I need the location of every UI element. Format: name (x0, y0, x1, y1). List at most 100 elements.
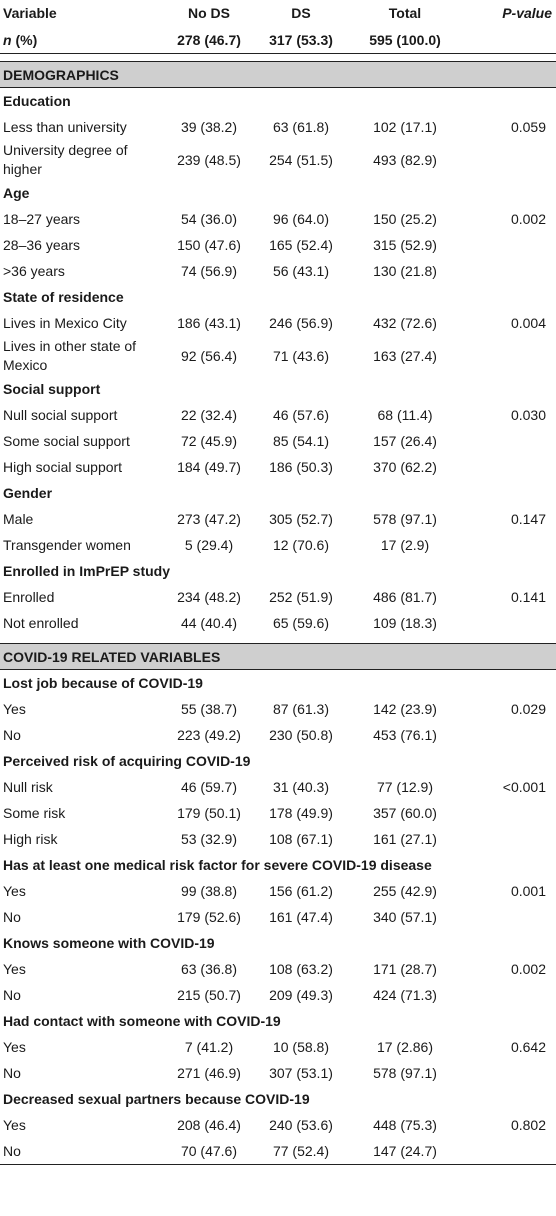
group-title: Decreased sexual partners because COVID-… (3, 1091, 310, 1107)
p-value-cell: 0.029 (510, 701, 546, 717)
row-label: High risk (3, 831, 58, 847)
group-header-row: Gender (0, 480, 556, 506)
p-value-cell: <0.001 (502, 779, 546, 795)
ds-cell: 305 (52.7) (269, 511, 333, 527)
no-ds-cell: 74 (56.9) (180, 263, 238, 279)
total-header: Total (388, 5, 422, 21)
total-cell: 142 (23.9) (373, 701, 437, 717)
no-ds-cell: 39 (38.2) (180, 119, 238, 135)
table-row: Yes 55 (38.7) 87 (61.3) 142 (23.9) 0.029 (0, 696, 556, 722)
n-label: n (3, 31, 12, 48)
row-label: Not enrolled (3, 615, 79, 631)
total-cell: 357 (60.0) (373, 805, 437, 821)
table-row: Yes 208 (46.4) 240 (53.6) 448 (75.3) 0.802 (0, 1112, 556, 1138)
ds-cell: 87 (61.3) (272, 701, 330, 717)
ds-cell: 254 (51.5) (269, 152, 333, 168)
p-value-cell (466, 722, 556, 748)
p-value-cell (466, 336, 556, 376)
table-row: 18–27 years 54 (36.0) 96 (64.0) 150 (25.2) 0… (0, 206, 556, 232)
p-value-cell: 0.004 (510, 315, 546, 331)
table-row: Null social support 22 (32.4) 46 (57.6) 68 … (0, 402, 556, 428)
table-row: Yes 7 (41.2) 10 (58.8) 17 (2.86) 0.642 (0, 1034, 556, 1060)
group-header-row: Knows someone with COVID-19 (0, 930, 556, 956)
n-percent-header: n (%) (0, 26, 160, 54)
total-cell: 161 (27.1) (373, 831, 437, 847)
row-label: Null social support (3, 407, 118, 423)
group-title: State of residence (3, 289, 124, 305)
ds-cell: 12 (70.6) (272, 537, 330, 553)
p-value-cell: 0.001 (510, 883, 546, 899)
total-cell: 77 (12.9) (376, 779, 434, 795)
group-header-row: Enrolled in ImPrEP study (0, 558, 556, 584)
p-value-cell (466, 982, 556, 1008)
p-value-cell: 0.059 (510, 119, 546, 135)
no-ds-cell: 179 (50.1) (177, 805, 241, 821)
group-header-row: Social support (0, 376, 556, 402)
table-row: No 179 (52.6) 161 (47.4) 340 (57.1) (0, 904, 556, 930)
row-label: Yes (3, 701, 26, 717)
total-cell: 109 (18.3) (373, 615, 437, 631)
no-ds-cell: 63 (36.8) (180, 961, 238, 977)
overall-total: 595 (100.0) (344, 26, 466, 54)
table-row: 28–36 years 150 (47.6) 165 (52.4) 315 (52.9… (0, 232, 556, 258)
table-row: No 271 (46.9) 307 (53.1) 578 (97.1) (0, 1060, 556, 1086)
no-ds-cell: 92 (56.4) (180, 348, 238, 364)
no-ds-cell: 5 (29.4) (184, 537, 234, 553)
total-cell: 130 (21.8) (373, 263, 437, 279)
p-value-cell (466, 904, 556, 930)
group-header-row: Has at least one medical risk factor for… (0, 852, 556, 878)
group-title: Perceived risk of acquiring COVID-19 (3, 753, 251, 769)
p-value-cell (466, 1138, 556, 1165)
ds-header: DS (291, 5, 311, 21)
table-row: No 215 (50.7) 209 (49.3) 424 (71.3) (0, 982, 556, 1008)
table-row: Yes 99 (38.8) 156 (61.2) 255 (42.9) 0.001 (0, 878, 556, 904)
ds-cell: 71 (43.6) (272, 348, 330, 364)
total-cell: 255 (42.9) (373, 883, 437, 899)
table-row: Null risk 46 (59.7) 31 (40.3) 77 (12.9) <0.0… (0, 774, 556, 800)
table-row: Lives in other state of Mexico 92 (56.4) 7… (0, 336, 556, 376)
group-header-row: Age (0, 180, 556, 206)
no-ds-total: 278 (46.7) (160, 26, 258, 54)
row-label: Enrolled (3, 589, 55, 605)
total-cell: 432 (72.6) (373, 315, 437, 331)
table-row: Transgender women 5 (29.4) 12 (70.6) 17 (2.… (0, 532, 556, 558)
no-ds-cell: 223 (49.2) (177, 727, 241, 743)
row-label: No (0, 1138, 160, 1165)
ds-cell: 209 (49.3) (269, 987, 333, 1003)
total-cell: 17 (2.86) (376, 1039, 434, 1055)
table-header: Variable No DS DS Total P-value n (%) 27… (0, 0, 556, 54)
ds-cell: 108 (63.2) (269, 961, 333, 977)
ds-cell: 108 (67.1) (269, 831, 333, 847)
p-value-cell: 0.002 (510, 211, 546, 227)
group-title: Social support (3, 381, 101, 397)
p-value-cell: 0.141 (510, 589, 546, 605)
p-value-cell (466, 610, 556, 636)
section-spacer (0, 636, 556, 644)
total-cell: 17 (2.9) (380, 537, 430, 553)
row-label: Lives in Mexico City (3, 315, 127, 331)
total-cell: 578 (97.1) (373, 1065, 437, 1081)
ds-cell: 96 (64.0) (272, 211, 330, 227)
row-label: Null risk (3, 779, 53, 795)
p-value-cell (466, 826, 556, 852)
p-value-cell (466, 140, 556, 180)
p-value-cell (466, 1060, 556, 1086)
ds-cell: 85 (54.1) (272, 433, 330, 449)
no-ds-cell: 70 (47.6) (160, 1138, 258, 1165)
group-title: Age (3, 185, 30, 201)
group-header-row: Perceived risk of acquiring COVID-19 (0, 748, 556, 774)
ds-cell: 63 (61.8) (272, 119, 330, 135)
row-label: No (3, 727, 21, 743)
p-value-cell: 0.147 (510, 511, 546, 527)
p-value-cell (466, 532, 556, 558)
spacer-cell (0, 636, 556, 644)
ds-cell: 307 (53.1) (269, 1065, 333, 1081)
ds-cell: 240 (53.6) (269, 1117, 333, 1133)
section-header-row: DEMOGRAPHICS (0, 61, 556, 88)
ds-cell: 10 (58.8) (272, 1039, 330, 1055)
table-row: Yes 63 (36.8) 108 (63.2) 171 (28.7) 0.002 (0, 956, 556, 982)
no-ds-cell: 215 (50.7) (177, 987, 241, 1003)
p-value-cell: 0.030 (510, 407, 546, 423)
p-value-cell (466, 454, 556, 480)
total-cell: 453 (76.1) (373, 727, 437, 743)
